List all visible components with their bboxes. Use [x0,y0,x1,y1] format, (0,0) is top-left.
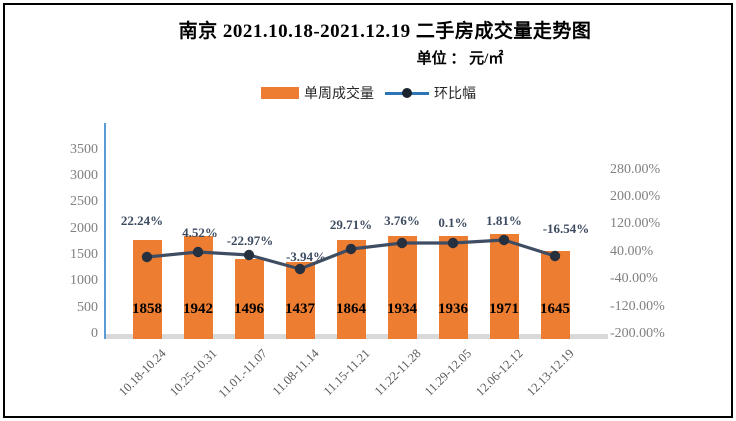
left-axis-tick-label: 0 [91,326,98,341]
left-axis-tick-label: 2000 [70,220,98,236]
bar [234,259,264,339]
legend: 单周成交量 环比幅 [261,85,476,102]
line-point-label: 4.52% [182,225,218,240]
legend-line-label: 环比幅 [434,87,476,102]
bar-value-label: 1971 [489,301,519,317]
bar-value-label: 1864 [336,301,366,317]
line-marker [141,251,153,263]
bar-value-label: 1858 [132,301,162,317]
bar [489,234,519,339]
line-point-label: -3.94% [285,249,327,264]
line-marker [192,246,204,258]
bar-value-label: 1942 [183,301,213,317]
left-axis-tick-label: 1500 [70,246,98,262]
bar-value-label: 1437 [285,301,315,317]
left-axis-tick-label: 500 [77,299,98,315]
right-axis-tick-label: 40.00% [610,243,654,259]
bar [285,262,315,339]
bar [336,239,366,339]
right-axis-tick-label: -40.00% [610,271,658,287]
line-marker [447,237,459,249]
line-marker [243,249,255,261]
line-point-label: 22.24% [120,213,164,228]
bar [387,236,417,339]
left-axis-tick-label: 2500 [70,194,98,210]
line-point-label: -16.54% [542,221,590,236]
left-axis-tick-label: 3500 [70,141,98,157]
line-point-label: 29.71% [329,217,373,232]
legend-marker-icon [402,88,412,98]
right-axis-tick-label: 120.00% [610,216,661,232]
left-axis-line [104,123,106,339]
bar [438,235,468,339]
left-axis-tick-label: 1000 [70,273,98,289]
line-marker [549,250,561,262]
line-point-label: 3.76% [384,213,420,228]
chart-title: 南京 2021.10.18-2021.12.19 二手房成交量走势图 [178,21,592,42]
right-axis-tick-label: -200.00% [610,326,665,341]
line-point-label: 1.81% [486,213,522,228]
legend-bar-swatch-icon [261,87,299,99]
line-marker [345,243,357,255]
line-marker [396,237,408,249]
right-axis-tick-label: -120.00% [610,298,665,314]
bar [540,251,570,339]
chart-subtitle: 单位 ： 元/㎡ [416,51,504,67]
bar-value-label: 1936 [438,301,468,317]
bar-value-label: 1645 [540,301,570,317]
left-axis-tick-label: 3000 [70,167,98,183]
legend-bar-label: 单周成交量 [304,87,374,102]
bar-value-label: 1496 [234,301,264,317]
line-point-label: -22.97% [226,233,274,248]
bar-value-label: 1934 [387,301,417,317]
line-marker [294,263,306,275]
right-axis-tick-label: 200.00% [610,189,661,204]
legend-line-swatch-icon [385,87,429,99]
line-point-label: 0.1% [438,215,468,230]
line-marker [498,234,510,246]
right-axis-tick-label: 280.00% [610,161,661,177]
